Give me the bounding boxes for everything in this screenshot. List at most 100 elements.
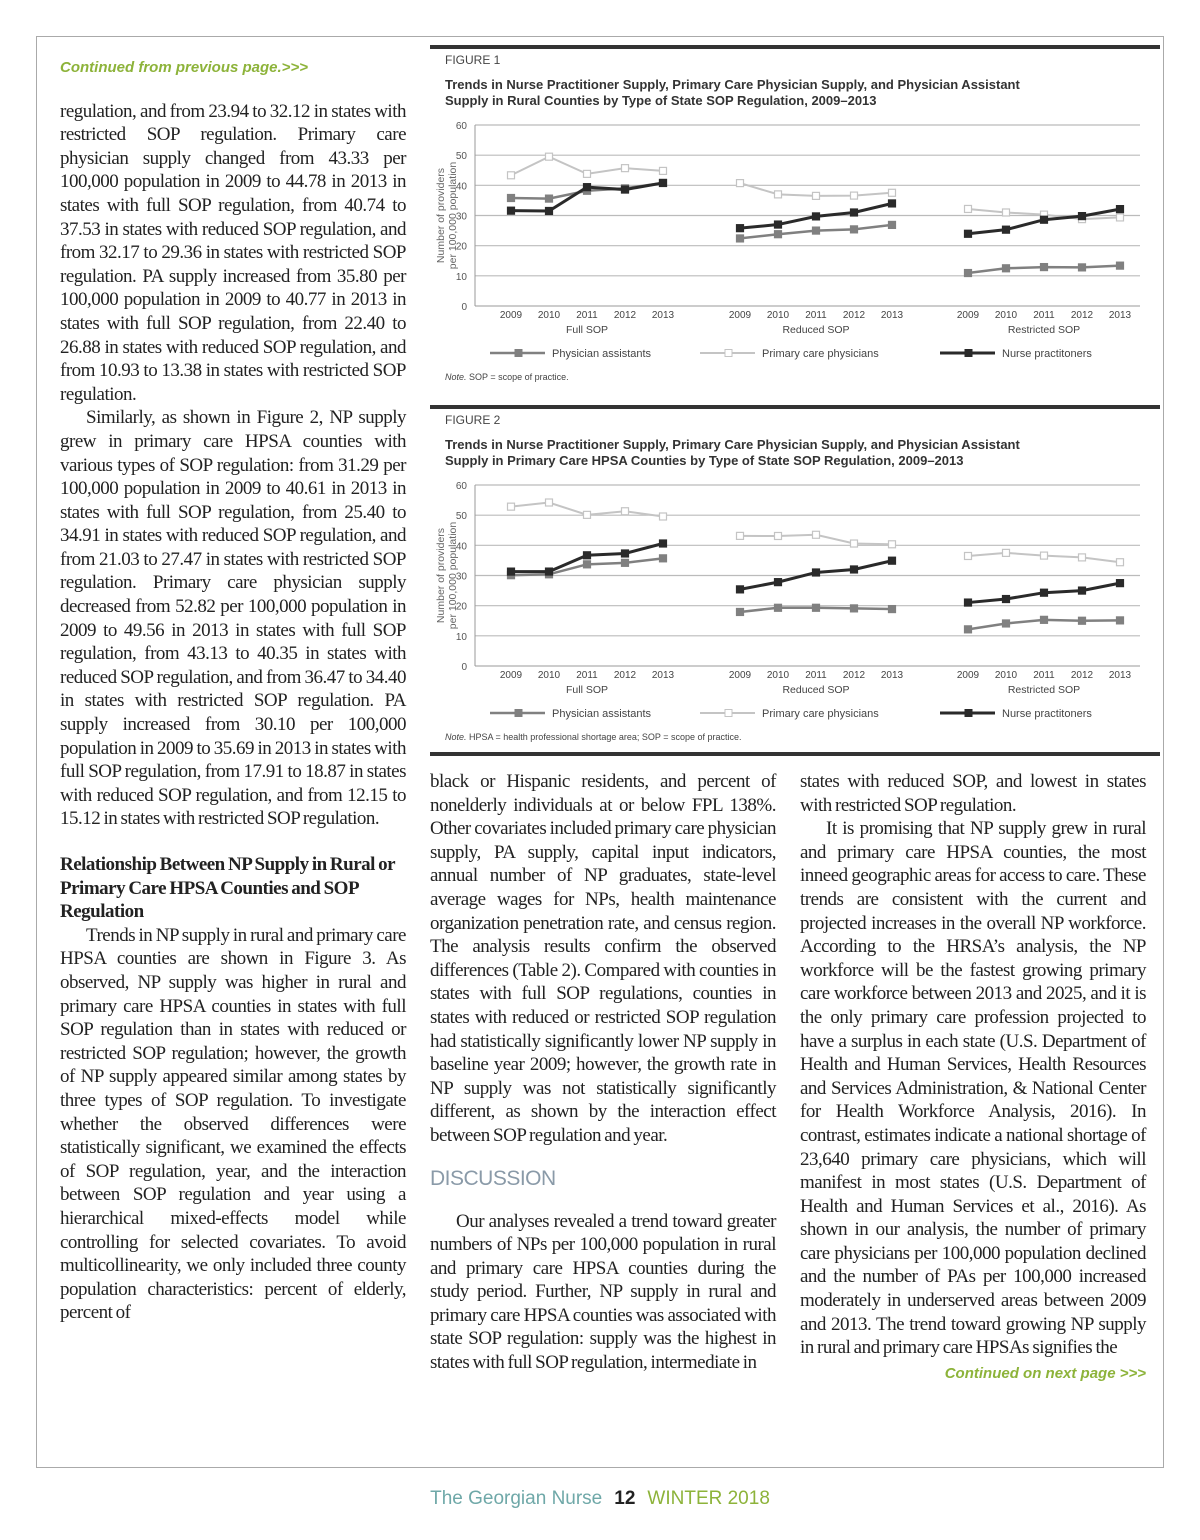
x-tick-label: 2011 (1033, 670, 1055, 681)
y-tick-label: 0 (461, 662, 467, 673)
group-label: Reduced SOP (782, 684, 849, 696)
chart-note: Note. HPSA = health professional shortag… (445, 732, 742, 742)
x-tick-label: 2009 (729, 310, 752, 321)
data-point (963, 551, 973, 561)
data-point (849, 604, 859, 613)
y-tick-label: 10 (456, 632, 468, 643)
x-tick-label: 2009 (500, 310, 523, 321)
data-point (735, 607, 745, 617)
x-tick-label: 2010 (538, 310, 561, 321)
figure-2-chart: FIGURE 2 Trends in Nurse Practitioner Sup… (430, 405, 1160, 756)
data-point (544, 194, 554, 203)
data-point (620, 558, 630, 567)
data-point (658, 512, 668, 521)
legend-marker (724, 709, 733, 717)
data-point (544, 498, 554, 507)
x-tick-label: 2013 (881, 310, 904, 321)
x-tick-label: 2013 (881, 670, 904, 681)
data-point (887, 604, 897, 614)
y-tick-label: 20 (456, 242, 468, 253)
data-point (887, 540, 897, 549)
x-tick-label: 2009 (729, 670, 752, 681)
x-tick-label: 2013 (1109, 310, 1132, 321)
right-column: states with reduced SOP, and lowest in s… (800, 770, 1147, 1385)
x-tick-label: 2012 (1071, 310, 1094, 321)
data-point (773, 603, 783, 612)
data-point (773, 220, 783, 229)
legend-marker (964, 349, 973, 357)
top-rule (430, 405, 1160, 409)
x-tick-label: 2010 (995, 670, 1018, 681)
data-point (582, 560, 592, 569)
data-point (811, 191, 821, 200)
y-tick-label: 40 (456, 541, 468, 552)
y-tick-label: 30 (456, 572, 468, 583)
data-point (773, 190, 783, 199)
data-point (963, 625, 973, 634)
data-point (811, 568, 821, 577)
issue-label: WINTER 2018 (647, 1488, 770, 1509)
y-tick-label: 50 (456, 151, 468, 162)
data-point (544, 152, 554, 161)
legend-label: Primary care physicians (762, 708, 879, 720)
x-tick-label: 2010 (995, 310, 1018, 321)
data-point (849, 191, 859, 200)
section-heading: Relationship Between NP Supply in Rural … (60, 854, 395, 923)
data-point (1115, 579, 1125, 588)
data-point (773, 230, 783, 239)
x-tick-label: 2012 (843, 310, 866, 321)
bottom-rule (430, 752, 1160, 756)
continued-from-previous[interactable]: Continued from previous page.>>> (60, 59, 308, 76)
data-point (1001, 594, 1011, 604)
legend-label: Nurse practitoners (1002, 348, 1092, 360)
x-tick-label: 2010 (767, 310, 790, 321)
page-frame (36, 36, 1164, 1468)
x-tick-label: 2011 (805, 310, 827, 321)
x-tick-label: 2012 (843, 670, 866, 681)
magazine-name: The Georgian Nurse (430, 1488, 603, 1509)
data-point (506, 193, 516, 203)
continued-on-next[interactable]: Continued on next page >>> (944, 1364, 1146, 1382)
data-point (1077, 553, 1087, 562)
data-point (735, 179, 745, 188)
x-tick-label: 2011 (576, 310, 598, 321)
data-point (1001, 548, 1011, 557)
y-tick-label: 50 (456, 511, 468, 522)
paragraph: Our analyses revealed a trend toward gre… (430, 1210, 777, 1374)
chart-title: Trends in Nurse Practitioner Supply, Pri… (445, 437, 1021, 468)
x-tick-label: 2010 (767, 670, 790, 681)
group-label: Full SOP (566, 684, 608, 696)
figure-label: FIGURE 1 (445, 53, 501, 67)
legend-marker (724, 349, 733, 357)
y-axis-label: Number of providersper 100,000 populatio… (435, 522, 459, 630)
section-heading-discussion: DISCUSSION (430, 1166, 556, 1190)
x-tick-label: 2012 (614, 310, 637, 321)
paragraph: Similarly, as shown in Figure 2, NP supp… (60, 407, 407, 830)
y-tick-label: 10 (456, 272, 468, 283)
data-point (1077, 212, 1087, 221)
x-tick-label: 2010 (538, 670, 561, 681)
data-point (849, 208, 859, 217)
data-point (1115, 205, 1125, 214)
data-point (506, 567, 516, 576)
y-tick-label: 0 (461, 302, 467, 313)
page-number: 12 (614, 1488, 636, 1509)
y-tick-label: 60 (456, 121, 468, 132)
data-point (963, 229, 973, 238)
x-tick-label: 2013 (1109, 670, 1132, 681)
data-point (620, 507, 630, 516)
y-tick-label: 40 (456, 181, 468, 192)
x-tick-label: 2011 (1033, 310, 1055, 321)
legend-marker (514, 349, 523, 357)
data-point (620, 185, 630, 194)
group-label: Restricted SOP (1008, 324, 1080, 336)
data-point (735, 224, 745, 233)
data-point (811, 530, 821, 539)
data-point (887, 199, 897, 208)
data-point (1039, 551, 1049, 560)
data-point (849, 539, 859, 548)
data-point (1001, 208, 1011, 217)
chart-note: Note. SOP = scope of practice. (445, 372, 569, 382)
data-point (1115, 213, 1125, 222)
figure-1-chart: FIGURE 1 Trends in Nurse Practitioner Sup… (430, 45, 1160, 382)
